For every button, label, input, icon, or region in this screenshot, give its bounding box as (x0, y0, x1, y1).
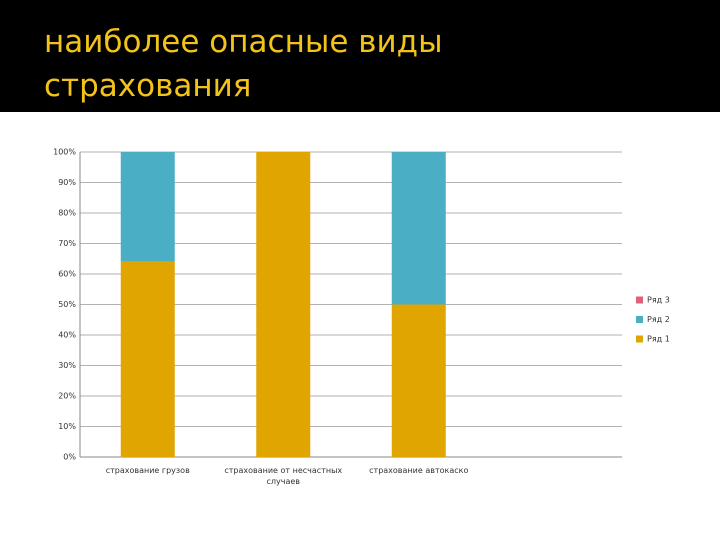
y-tick-label: 70% (58, 239, 76, 248)
bar-segment (120, 261, 175, 457)
y-tick-label: 0% (63, 453, 76, 462)
y-tick-label: 30% (58, 361, 76, 370)
bar-segment (256, 152, 311, 457)
y-tick-label: 50% (58, 300, 76, 309)
y-tick-label: 60% (58, 270, 76, 279)
y-tick-label: 80% (58, 209, 76, 218)
legend-label: Ряд 3 (647, 296, 670, 305)
y-tick-label: 100% (53, 148, 76, 157)
legend-label: Ряд 1 (647, 335, 670, 344)
y-tick-label: 20% (58, 392, 76, 401)
header-bar: наиболее опасные виды страхования (0, 0, 720, 112)
bar-segment (391, 304, 446, 457)
x-tick-label: страхование грузов (105, 466, 190, 475)
y-tick-label: 90% (58, 178, 76, 187)
x-tick-label: страхование от несчастных случаев (224, 466, 343, 486)
legend-swatch (636, 335, 643, 343)
slide-title: наиболее опасные виды страхования (44, 24, 443, 104)
legend-swatch (636, 296, 643, 304)
y-tick-label: 10% (58, 422, 76, 431)
legend-label: Ряд 2 (647, 315, 670, 324)
x-tick-label: страхование автокаско (369, 466, 469, 475)
legend-swatch (636, 316, 643, 323)
bar-segment (120, 152, 175, 262)
bar-segment (391, 152, 446, 305)
y-tick-label: 40% (58, 331, 76, 340)
